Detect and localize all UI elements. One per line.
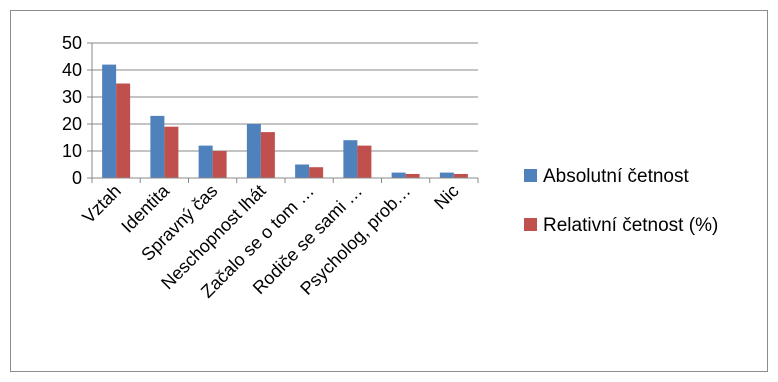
x-tick-label: Vztah <box>78 181 125 228</box>
bar-relativni-6 <box>405 173 420 178</box>
y-tick-label: 50 <box>62 33 82 53</box>
bar-absolutni-4 <box>295 164 310 178</box>
bar-relativni-1 <box>164 126 179 178</box>
bar-relativni-2 <box>212 151 227 178</box>
bar-relativni-3 <box>260 132 275 178</box>
bar-absolutni-2 <box>198 145 213 178</box>
y-tick-label: 10 <box>62 141 82 161</box>
bar-relativni-7 <box>453 173 468 178</box>
y-tick-label: 40 <box>62 60 82 80</box>
y-tick-label: 30 <box>62 87 82 107</box>
bar-absolutni-6 <box>391 172 406 178</box>
legend-label-1: Relativní četnost (%) <box>543 215 718 236</box>
bar-absolutni-7 <box>439 172 454 178</box>
bars <box>102 64 468 178</box>
bar-absolutni-3 <box>246 124 261 178</box>
legend-label-0: Absolutní četnost <box>543 166 689 187</box>
bar-relativni-0 <box>116 83 131 178</box>
x-tick-label: Nic <box>430 181 463 214</box>
bar-relativni-5 <box>357 145 372 178</box>
bar-absolutni-5 <box>343 140 358 178</box>
y-tick-label: 20 <box>62 114 82 134</box>
bar-absolutni-0 <box>102 64 117 178</box>
y-tick-label: 0 <box>72 168 82 188</box>
y-axis: 0 10 20 30 40 50 <box>62 33 93 188</box>
legend-swatch-1 <box>524 218 537 231</box>
legend-swatch-0 <box>524 169 537 182</box>
gridlines <box>92 42 478 152</box>
bar-absolutni-1 <box>150 115 165 178</box>
legend: Absolutní četnost Relativní četnost (%) <box>524 166 718 236</box>
bar-relativni-4 <box>309 167 324 178</box>
